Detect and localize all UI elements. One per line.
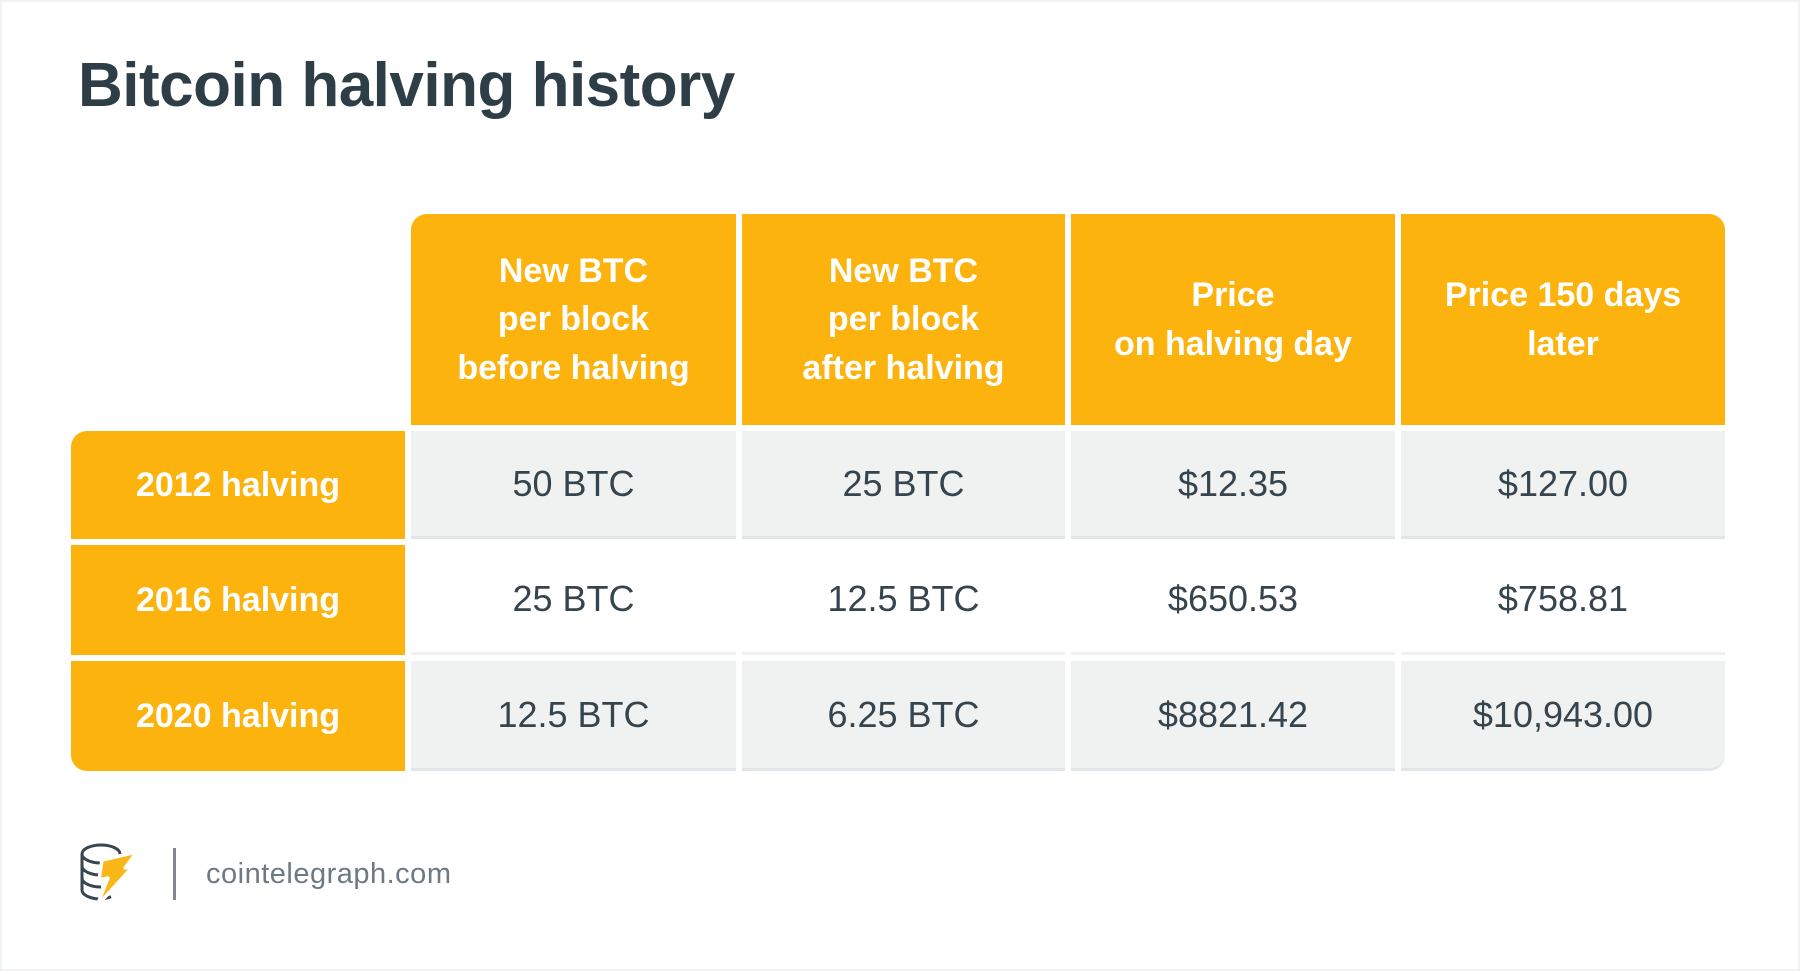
table-corner-spacer	[71, 214, 405, 425]
cell-2016-before: 25 BTC	[411, 545, 736, 655]
cell-2020-after: 6.25 BTC	[742, 661, 1065, 771]
cell-2020-price-150: $10,943.00	[1401, 661, 1725, 771]
cointelegraph-logo-icon	[80, 843, 139, 908]
cell-2016-price-150: $758.81	[1401, 545, 1725, 655]
column-header-price-150-days: Price 150 days later	[1401, 214, 1725, 425]
column-header-new-btc-after: New BTC per block after halving	[742, 214, 1065, 425]
column-header-new-btc-before: New BTC per block before halving	[411, 214, 736, 425]
row-header-2012: 2012 halving	[71, 431, 405, 539]
cell-2016-after: 12.5 BTC	[742, 545, 1065, 655]
footer-site-label: cointelegraph.com	[206, 857, 452, 890]
cell-2020-price-day: $8821.42	[1071, 661, 1395, 771]
cell-2012-price-day: $12.35	[1071, 431, 1395, 539]
halving-history-table: New BTC per block before halving New BTC…	[71, 214, 1725, 771]
cell-2012-price-150: $127.00	[1401, 431, 1725, 539]
cell-2016-price-day: $650.53	[1071, 545, 1395, 655]
footer-divider	[173, 848, 176, 900]
row-header-2020: 2020 halving	[71, 661, 405, 771]
footer: cointelegraph.com	[75, 838, 451, 910]
page-title: Bitcoin halving history	[78, 51, 735, 120]
row-header-2016: 2016 halving	[71, 545, 405, 655]
cell-2012-after: 25 BTC	[742, 431, 1065, 539]
cell-2012-before: 50 BTC	[411, 431, 736, 539]
cell-2020-before: 12.5 BTC	[411, 661, 736, 771]
column-header-price-halving-day: Price on halving day	[1071, 214, 1395, 425]
